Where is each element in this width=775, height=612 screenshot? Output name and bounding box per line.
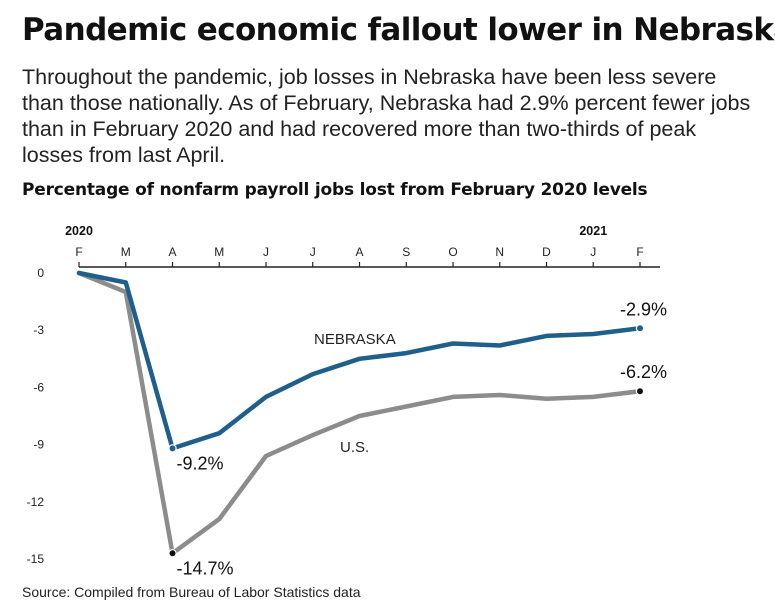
data-point-us [635,387,645,396]
data-point-nebraska [635,324,645,333]
headline: Pandemic economic fallout lower in Nebra… [22,12,775,48]
x-tick-label: A [168,245,176,259]
year-label: 2021 [579,224,607,238]
chart-title: Percentage of nonfarm payroll jobs lost … [22,180,648,200]
source-note: Source: Compiled from Bureau of Labor St… [22,584,361,600]
subhead: Throughout the pandemic, job losses in N… [22,65,751,167]
chart-labels: -14.7% -6.2% U.S. -9.2% -2.9% NEBRASKA [168,299,667,578]
y-tick-label: -6 [33,380,44,394]
x-tick-label: S [402,245,410,259]
series-label-us: U.S. [340,439,369,456]
y-tick-label: -9 [33,438,44,452]
axes: F M A M J J A S O N D J F 2020 2021 0 -3 -6 -9 -12 -15 [27,224,660,566]
x-tick-label: J [263,245,269,259]
x-tick-label: D [542,245,551,259]
data-point-nebraska [168,444,177,453]
data-point-us [168,549,177,558]
x-tick-label: N [495,245,504,259]
y-tick-label: -3 [33,323,44,337]
x-tick-label: M [214,245,224,259]
y-tick-label: 0 [37,266,44,280]
x-tick-label: J [590,245,596,259]
data-label-us: -14.7% [177,558,234,578]
x-tick-label: F [75,245,82,259]
x-tick-label: O [448,245,457,259]
y-tick-label: -15 [27,552,45,566]
x-tick-label: M [121,245,131,259]
data-label-us: -6.2% [620,362,667,382]
data-label-nebraska: -9.2% [177,453,224,473]
series-label-nebraska: NEBRASKA [314,331,396,348]
x-tick-label: J [310,245,316,259]
y-tick-label: -12 [27,495,45,509]
series-lines [76,270,643,556]
data-label-nebraska: -2.9% [620,299,667,319]
x-tick-label: F [636,245,643,259]
x-tick-label: A [355,245,363,259]
year-label: 2020 [65,224,93,238]
series-line-nebraska [76,270,643,451]
